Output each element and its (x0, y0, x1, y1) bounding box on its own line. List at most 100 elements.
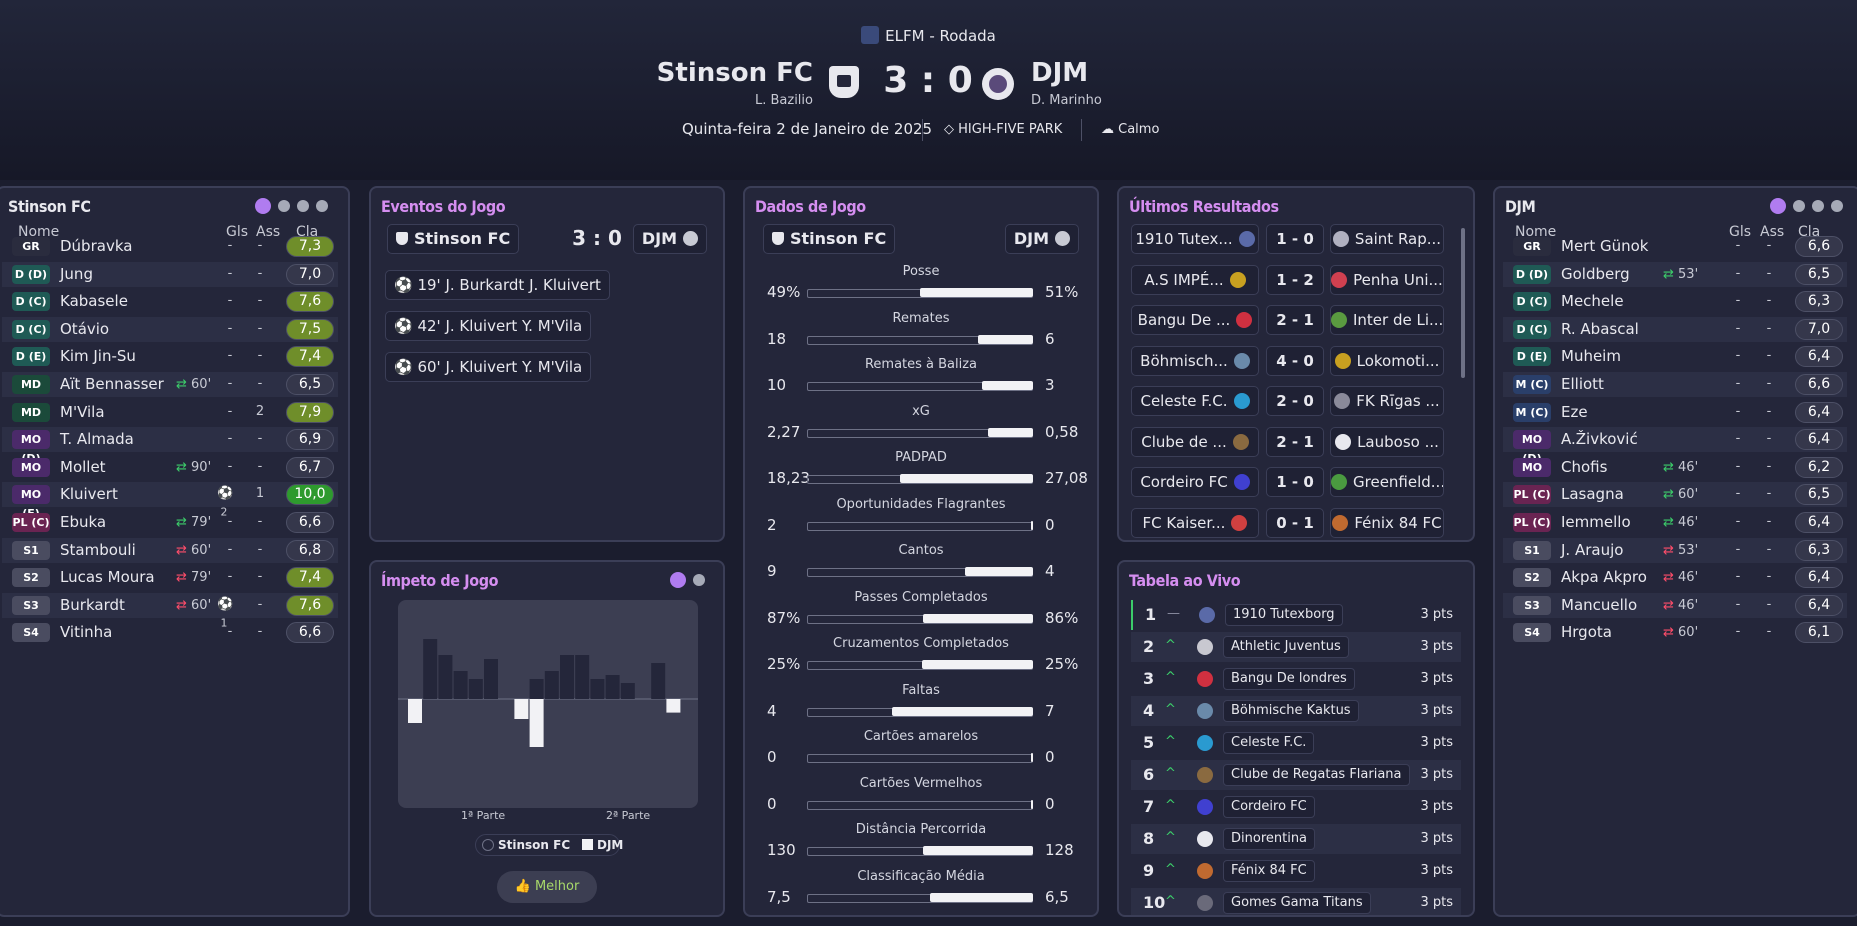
home-team-name[interactable]: Stinson FC (656, 58, 813, 88)
col-assists[interactable]: Ass (1760, 224, 1785, 240)
player-name[interactable]: Ebuka (60, 513, 107, 531)
player-name[interactable]: M'Vila (60, 402, 105, 421)
goal-event[interactable]: ⚽ 60' J. Kluivert Y. M'Vila (385, 352, 592, 382)
table-row[interactable]: 7 ^ Cordeiro FC 3 pts (1131, 792, 1461, 822)
player-row[interactable]: M (C) Eze - - 6,4 (1503, 400, 1847, 425)
col-name[interactable]: Nome (18, 224, 60, 240)
player-name[interactable]: Mert Günok (1561, 237, 1649, 255)
player-name[interactable]: Mancuello (1561, 595, 1638, 614)
player-name[interactable]: Burkardt (60, 595, 125, 614)
result-away[interactable]: FK Rīgas ... (1330, 386, 1444, 416)
player-name[interactable]: R. Abascal (1561, 319, 1639, 338)
player-row[interactable]: S4 Hrgota ⇄ 60' - - 6,1 (1503, 620, 1847, 645)
col-name[interactable]: Nome (1515, 224, 1557, 240)
events-away-team[interactable]: DJM (632, 224, 707, 254)
table-row[interactable]: 10 ^ Gomes Gama Titans 3 pts (1131, 888, 1461, 915)
player-name[interactable]: Stambouli (60, 540, 136, 559)
table-row[interactable]: 2 ^ Athletic Juventus 3 pts (1131, 632, 1461, 662)
table-row[interactable]: 5 ^ Celeste F.C. 3 pts (1131, 728, 1461, 758)
player-row[interactable]: MO (E) Chofis ⇄ 46' - - 6,2 (1503, 455, 1847, 493)
events-home-team[interactable]: Stinson FC (387, 224, 520, 254)
player-name[interactable]: Dúbravka (60, 237, 133, 255)
result-home[interactable]: A.S IMPÉ... (1131, 264, 1259, 295)
player-name[interactable]: A.Živković (1561, 430, 1638, 449)
player-row[interactable]: S1 Stambouli ⇄ 60' - -6,8 (2, 537, 338, 563)
table-team-name[interactable]: Dinorentina (1223, 828, 1316, 850)
player-name[interactable]: Jung (60, 264, 93, 283)
player-name[interactable]: Mollet (60, 457, 106, 476)
player-row[interactable]: M (C) Elliott - - 6,6 (1503, 372, 1847, 397)
page-dot[interactable] (1770, 198, 1786, 214)
player-name[interactable]: Eze (1561, 402, 1588, 421)
table-team-name[interactable]: Bangu De londres (1223, 668, 1355, 690)
player-name[interactable]: Mechele (1561, 292, 1624, 311)
stats-away-team[interactable]: DJM (1004, 224, 1079, 254)
player-row[interactable]: MD Aït Bennasser ⇄ 60' - -6,5 (2, 372, 338, 397)
player-row[interactable]: D (D) Jung - - 7,0 (2, 261, 338, 287)
table-team-name[interactable]: Clube de Regatas Flariana (1223, 764, 1410, 786)
player-row[interactable]: D (C) Mechele - - 6,3 (1503, 289, 1847, 314)
page-dot[interactable] (255, 198, 271, 214)
player-name[interactable]: Aït Bennasser (60, 375, 164, 393)
goal-event[interactable]: ⚽ 42' J. Kluivert Y. M'Vila (385, 311, 592, 341)
player-name[interactable]: Lasagna (1561, 485, 1624, 504)
competition-label[interactable]: ELFM - Rodada (0, 26, 1857, 45)
page-dot[interactable] (1831, 200, 1843, 212)
player-row[interactable]: S2 Akpa Akpro ⇄ 46' - - 6,4 (1503, 565, 1847, 590)
player-row[interactable]: D (C) Otávio - - 7,5 (2, 316, 338, 342)
player-name[interactable]: Hrgota (1561, 623, 1612, 642)
player-name[interactable]: Otávio (60, 319, 110, 338)
player-row[interactable]: S3 Mancuello ⇄ 46' - - 6,4 (1503, 592, 1847, 618)
table-row[interactable]: 1 — 1910 Tutexborg 3 pts (1131, 600, 1461, 630)
table-row[interactable]: 4 ^ Böhmische Kaktus 3 pts (1131, 696, 1461, 726)
table-team-name[interactable]: 1910 Tutexborg (1225, 604, 1343, 626)
result-away[interactable]: Inter de Li... (1330, 305, 1444, 335)
results-scrollbar[interactable] (1461, 228, 1465, 378)
away-team-name[interactable]: DJM (1031, 58, 1089, 88)
result-away[interactable]: Greenfield... (1330, 467, 1444, 497)
player-row[interactable]: D (D) Goldberg ⇄ 53' - - 6,5 (1503, 261, 1847, 287)
result-home[interactable]: Böhmisch... (1131, 345, 1259, 376)
player-row[interactable]: S4 Vitinha - - 6,6 (2, 620, 338, 645)
page-dot[interactable] (316, 200, 328, 212)
player-row[interactable]: MO (C)Mollet⇄ 90'--6,7 (2, 455, 338, 493)
col-assists[interactable]: Ass (256, 224, 281, 240)
player-row[interactable]: S2 Lucas Moura ⇄ 79' - -7,4 (2, 565, 338, 590)
player-row[interactable]: GR Dúbravka - - 7,3 (2, 234, 338, 259)
result-home[interactable]: Clube de ... (1131, 426, 1259, 457)
table-team-name[interactable]: Cordeiro FC (1223, 796, 1315, 818)
table-team-name[interactable]: Böhmische Kaktus (1223, 700, 1359, 722)
player-row[interactable]: D (C) Kabasele - - 7,6 (2, 289, 338, 314)
result-away[interactable]: Fénix 84 FC (1330, 507, 1444, 538)
table-team-name[interactable]: Athletic Juventus (1223, 636, 1349, 658)
player-row[interactable]: S3 Burkardt ⇄ 60' ⚽1-7,6 (2, 592, 338, 629)
player-row[interactable]: D (E) Muheim - - 6,4 (1503, 344, 1847, 369)
result-home[interactable]: Cordeiro FC (1131, 467, 1259, 497)
table-team-name[interactable]: Fénix 84 FC (1223, 860, 1315, 882)
result-home[interactable]: 1910 Tutex... (1131, 224, 1259, 254)
player-row[interactable]: D (E) Kim Jin-Su - - 7,4 (2, 344, 338, 369)
player-name[interactable]: J. Araujo (1561, 540, 1624, 559)
result-away[interactable]: Saint Rap... (1330, 224, 1444, 254)
player-row[interactable]: D (C) R. Abascal - - 7,0 (1503, 316, 1847, 342)
table-row[interactable]: 6 ^ Clube de Regatas Flariana 3 pts (1131, 760, 1461, 790)
table-team-name[interactable]: Celeste F.C. (1223, 732, 1315, 754)
col-goals[interactable]: Gls (1729, 224, 1752, 240)
page-dot[interactable] (1793, 200, 1805, 212)
player-name[interactable]: Akpa Akpro (1561, 568, 1647, 587)
page-dot[interactable] (297, 200, 309, 212)
player-row[interactable]: PL (C) Lasagna ⇄ 60' - - 6,5 (1503, 482, 1847, 508)
player-name[interactable]: Lucas Moura (60, 568, 155, 587)
result-away[interactable]: Lauboso ... (1330, 426, 1444, 457)
player-row[interactable]: PL (C) Iemmello ⇄ 46' - - 6,4 (1503, 510, 1847, 535)
player-row[interactable]: MD M'Vila - 2 7,9 (2, 400, 338, 425)
page-dot[interactable] (693, 574, 705, 586)
table-team-name[interactable]: Gomes Gama Titans (1223, 892, 1371, 914)
goal-event[interactable]: ⚽ 19' J. Burkardt J. Kluivert (385, 270, 610, 300)
page-dot[interactable] (670, 572, 686, 588)
player-name[interactable]: Vitinha (60, 623, 113, 642)
player-name[interactable]: Chofis (1561, 457, 1608, 476)
player-name[interactable]: Goldberg (1561, 264, 1630, 283)
player-name[interactable]: Muheim (1561, 347, 1621, 366)
